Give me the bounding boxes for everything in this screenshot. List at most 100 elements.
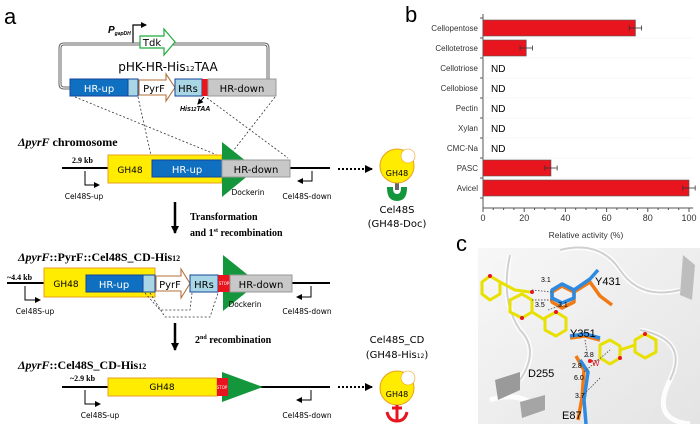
panel-label-b: b (405, 2, 417, 27)
panel-label-c: c (456, 231, 467, 256)
row2-primer-up-arrow (24, 286, 41, 303)
row2-hr-up-label: HR-up (99, 280, 129, 291)
chart-nd-label: ND (491, 104, 505, 115)
chart-x-tick-label: 20 (519, 213, 529, 223)
chart-nd-label: ND (491, 64, 505, 75)
row2-hr-down-label: HR-down (239, 280, 284, 291)
row3-terminal-arrow (222, 372, 263, 402)
tdk-label: Tdk (142, 38, 161, 49)
water-label: W (592, 359, 600, 368)
chart-x-tick-label: 40 (560, 213, 570, 223)
chart-category-label: Pectin (456, 104, 478, 113)
chart-category-label: Cellotriose (440, 64, 478, 73)
row3-primer-down-arrow (296, 390, 312, 403)
chart-bar (482, 159, 552, 177)
chart-bar (482, 19, 636, 37)
row3-gh48-label: GH48 (149, 383, 174, 393)
chart-bar (482, 179, 690, 197)
chart-nd-label: ND (491, 84, 505, 95)
row2-hr-down-box (229, 274, 293, 293)
plasmid-pyrf-arrow (138, 72, 176, 103)
plasmid-hr-down-box (207, 78, 277, 97)
crossover-lines (74, 96, 289, 161)
residue-label-y431: Y431 (595, 276, 621, 288)
row1-hr-down-box (221, 159, 291, 178)
distance-label: 2.8 (584, 352, 594, 359)
row1-title: ΔpyrF chromosome (17, 135, 118, 149)
his-tag-anchor-icon (385, 405, 409, 423)
plasmid-hrs-overlap-box (127, 78, 139, 97)
panel-c-structure-image: 3.1 3.5 3.1 2.8 2.8 6.0 3.7 W Y431 Y351 … (478, 245, 700, 424)
row2-title: ΔpyrF::PyrF::Cel48S_CD-His12 (17, 250, 180, 264)
row3-stop-label: STOP (217, 385, 228, 390)
chart-x-tick-label: 0 (480, 213, 485, 223)
chart-category-label: PASC (457, 164, 478, 173)
residue-label-d255: D255 (528, 368, 554, 380)
row1-primer-down-arrow (297, 171, 313, 184)
row3-size-label: ~2.9 kb (70, 374, 96, 383)
protein1-desc: (GH48-Doc) (368, 219, 427, 230)
row3-primer-down-label: Cel48S-down (282, 411, 331, 420)
distance-label: 6.0 (574, 375, 584, 382)
panel-a: PgapDH Tdk pHK-HR-His12TAA HR-up PyrF HR… (7, 22, 429, 423)
row1-primer-up-label: Cel48S-up (65, 192, 104, 201)
chart-nd-label: ND (491, 124, 505, 135)
residue-label-e87: E87 (562, 410, 582, 422)
row2-hrs-label: HRs (194, 280, 214, 291)
chart-x-tick-label: 60 (602, 213, 612, 223)
row2-size-label: ~4.4 kb (7, 273, 33, 282)
row2-stop-box (218, 275, 230, 292)
panel-label-a: a (4, 4, 17, 29)
distance-label: 2.8 (572, 363, 582, 370)
chart-nd-label: ND (491, 144, 505, 155)
step2-label: 2nd recombination (195, 335, 272, 346)
row2-primer-down-label: Cel48S-down (282, 307, 331, 316)
plasmid-his-tag-box (202, 79, 208, 96)
promoter-arrow-icon (132, 22, 147, 43)
chart-category-label: CMC-Na (447, 144, 479, 153)
row1-hr-up-label: HR-up (172, 165, 202, 176)
relative-activity-chart: 0 20 40 60 80 100 Cellopentose Cellotetrose Cell… (431, 14, 697, 223)
chart-category-label: Cellotetrose (435, 44, 478, 53)
distance-label: 3.7 (575, 393, 585, 400)
protein1-name: Cel48S (380, 205, 415, 216)
distance-label: 3.1 (541, 277, 551, 284)
row1-hr-down-label: HR-down (234, 165, 279, 176)
distance-label: 3.1 (558, 302, 568, 309)
row3-stop-box (217, 378, 228, 396)
row2-pyrf-arrow (155, 267, 191, 300)
row1-dockerin-label: Dockerin (231, 188, 264, 197)
cel48s-protein-icon (379, 148, 416, 202)
row3-title: ΔpyrF::Cel48S_CD-His12 (17, 358, 146, 372)
promoter-label: PgapDH (108, 25, 131, 37)
row3-primer-up-label: Cel48S-up (81, 411, 120, 420)
plasmid-hr-up-label: HR-up (84, 84, 114, 95)
row1-primer-up-arrow (84, 171, 100, 188)
chart-category-label: Cellobiose (441, 84, 479, 93)
protein2-name: Cel48S_CD (370, 335, 425, 346)
chart-x-tick-label: 80 (643, 213, 653, 223)
chart-category-label: Cellopentose (431, 24, 478, 33)
protein1-domain-label: GH48 (386, 169, 408, 178)
plasmid-pyrf-label: PyrF (143, 84, 165, 95)
tdk-gene-arrow (139, 27, 176, 57)
row2-primer-up-label: Cel48S-up (16, 307, 55, 316)
plasmid-hrs-label: HRs (178, 84, 198, 95)
cel48s-cd-protein-icon (379, 370, 416, 406)
row1-size-label: 2.9 kb (72, 156, 93, 165)
protein2-desc: (GH48-His12) (366, 350, 429, 361)
chart-category-label: Xylan (458, 124, 478, 133)
chart-category-label: Avicel (457, 184, 478, 193)
row2-pyrf-label: PyrF (159, 280, 181, 291)
row2-gh48-label: GH48 (53, 280, 78, 290)
row2-crossover-lines (144, 292, 219, 318)
row1-gh48-label: GH48 (117, 166, 142, 176)
row2-stop-label: STOP (219, 281, 230, 286)
row2-primer-down-arrow (296, 286, 312, 300)
chart-x-axis-label: Relative activity (%) (549, 230, 624, 240)
row3-primer-up-arrow (84, 390, 101, 407)
distance-label: 3.5 (535, 302, 545, 309)
step1-line1: Transformation (190, 212, 258, 223)
protein2-domain-label: GH48 (386, 390, 408, 399)
